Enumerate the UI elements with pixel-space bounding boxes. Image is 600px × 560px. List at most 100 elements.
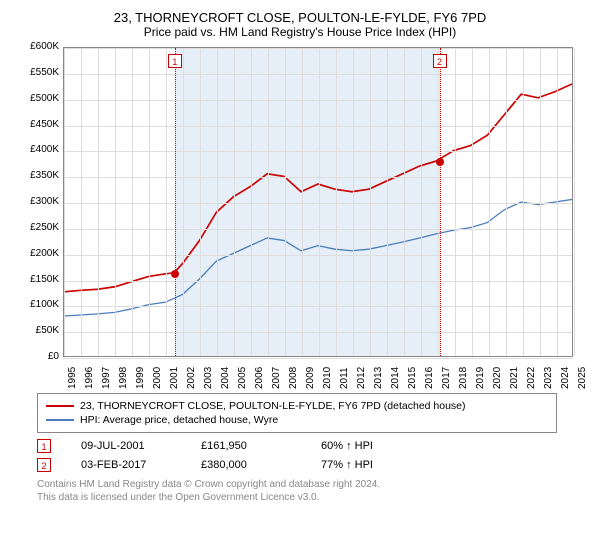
gridline-h (64, 177, 572, 178)
x-tick-label: 2014 (390, 367, 401, 389)
x-tick-label: 2003 (203, 367, 214, 389)
gridline-h (64, 306, 572, 307)
y-tick-label: £450K (30, 119, 59, 130)
legend: 23, THORNEYCROFT CLOSE, POULTON-LE-FYLDE… (37, 393, 557, 433)
x-tick-label: 2009 (305, 367, 316, 389)
y-tick-label: £400K (30, 144, 59, 155)
gridline-h (64, 126, 572, 127)
x-tick-label: 1996 (84, 367, 95, 389)
gridline-v (353, 48, 354, 356)
x-tick-label: 2024 (560, 367, 571, 389)
gridline-h (64, 255, 572, 256)
gridline-v (166, 48, 167, 356)
gridline-v (523, 48, 524, 356)
gridline-v (115, 48, 116, 356)
footnote-line-1: Contains HM Land Registry data © Crown c… (37, 478, 585, 491)
gridline-v (132, 48, 133, 356)
y-tick-label: £350K (30, 170, 59, 181)
gridline-v (489, 48, 490, 356)
gridline-v (387, 48, 388, 356)
legend-label: HPI: Average price, detached house, Wyre (80, 414, 278, 426)
gridline-v (183, 48, 184, 356)
legend-item: 23, THORNEYCROFT CLOSE, POULTON-LE-FYLDE… (46, 400, 548, 412)
footnote: Contains HM Land Registry data © Crown c… (37, 478, 585, 504)
chart-title: 23, THORNEYCROFT CLOSE, POULTON-LE-FYLDE… (15, 10, 585, 25)
gridline-v (251, 48, 252, 356)
x-tick-label: 2021 (509, 367, 520, 389)
y-tick-label: £200K (30, 248, 59, 259)
legend-item: HPI: Average price, detached house, Wyre (46, 414, 548, 426)
legend-swatch (46, 419, 74, 421)
line-series (64, 48, 572, 356)
x-tick-label: 2011 (339, 367, 350, 389)
x-tick-label: 1999 (135, 367, 146, 389)
series-property (64, 84, 572, 292)
gridline-h (64, 203, 572, 204)
marker-line-1 (175, 48, 176, 356)
gridline-v (234, 48, 235, 356)
gridline-v (64, 48, 65, 356)
gridline-h (64, 100, 572, 101)
x-tick-label: 1995 (67, 367, 78, 389)
y-tick-label: £300K (30, 196, 59, 207)
transaction-date: 09-JUL-2001 (81, 440, 171, 452)
gridline-v (472, 48, 473, 356)
marker-dot-2 (436, 158, 444, 166)
legend-label: 23, THORNEYCROFT CLOSE, POULTON-LE-FYLDE… (80, 400, 466, 412)
x-tick-label: 2008 (288, 367, 299, 389)
transaction-date: 03-FEB-2017 (81, 459, 171, 471)
x-tick-label: 2019 (475, 367, 486, 389)
gridline-v (455, 48, 456, 356)
x-tick-label: 2018 (458, 367, 469, 389)
gridline-v (200, 48, 201, 356)
x-tick-label: 2006 (254, 367, 265, 389)
transaction-price: £380,000 (201, 459, 291, 471)
gridline-h (64, 229, 572, 230)
y-tick-label: £600K (30, 41, 59, 52)
x-tick-label: 2007 (271, 367, 282, 389)
gridline-v (149, 48, 150, 356)
gridline-h (64, 358, 572, 359)
transaction-row: 203-FEB-2017£380,00077% ↑ HPI (37, 458, 557, 472)
gridline-v (98, 48, 99, 356)
legend-swatch (46, 405, 74, 407)
chart-subtitle: Price paid vs. HM Land Registry's House … (15, 25, 585, 39)
x-tick-label: 2010 (322, 367, 333, 389)
y-tick-label: £250K (30, 222, 59, 233)
series-hpi (64, 199, 572, 316)
x-tick-label: 2020 (492, 367, 503, 389)
gridline-v (557, 48, 558, 356)
plot-area: 12 (63, 47, 573, 357)
x-tick-label: 2000 (152, 367, 163, 389)
x-tick-label: 2016 (424, 367, 435, 389)
marker-box-1: 1 (168, 54, 182, 68)
transactions-table: 109-JUL-2001£161,95060% ↑ HPI203-FEB-201… (37, 439, 557, 472)
transaction-marker-box: 2 (37, 458, 51, 472)
gridline-h (64, 151, 572, 152)
gridline-v (421, 48, 422, 356)
x-tick-label: 1998 (118, 367, 129, 389)
x-tick-label: 2025 (577, 367, 588, 389)
marker-box-2: 2 (433, 54, 447, 68)
x-tick-label: 2002 (186, 367, 197, 389)
x-tick-label: 2001 (169, 367, 180, 389)
footnote-line-2: This data is licensed under the Open Gov… (37, 491, 585, 504)
x-tick-label: 2015 (407, 367, 418, 389)
gridline-v (370, 48, 371, 356)
x-tick-label: 2005 (237, 367, 248, 389)
gridline-v (574, 48, 575, 356)
marker-line-2 (440, 48, 441, 356)
y-tick-label: £150K (30, 274, 59, 285)
gridline-v (336, 48, 337, 356)
gridline-v (285, 48, 286, 356)
y-tick-label: £550K (30, 67, 59, 78)
transaction-price: £161,950 (201, 440, 291, 452)
x-tick-label: 2022 (526, 367, 537, 389)
x-tick-label: 2013 (373, 367, 384, 389)
x-tick-label: 1997 (101, 367, 112, 389)
transaction-row: 109-JUL-2001£161,95060% ↑ HPI (37, 439, 557, 453)
gridline-h (64, 281, 572, 282)
transaction-hpi: 60% ↑ HPI (321, 440, 411, 452)
y-tick-label: £500K (30, 93, 59, 104)
gridline-h (64, 74, 572, 75)
